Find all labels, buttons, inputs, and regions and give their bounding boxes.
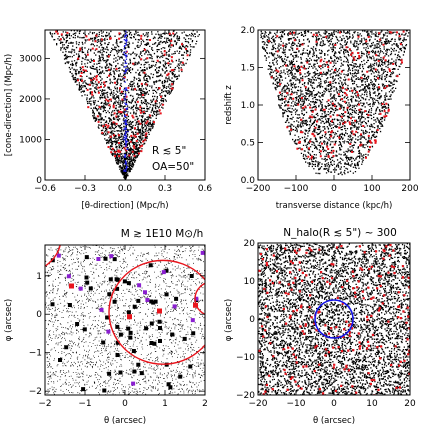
x-tick-label: −0.6 (34, 184, 56, 194)
halo-radius-circle (108, 259, 205, 365)
panel-4-xlabel: θ (arcsec) (313, 416, 355, 426)
cone-dots (49, 30, 200, 180)
wide-circles-layer (314, 299, 354, 339)
zoom-circles-layer (45, 245, 205, 365)
y-tick-label: 1 (36, 272, 42, 282)
x-tick-label: 0 (122, 399, 128, 409)
x-tick-label: −2 (38, 399, 51, 409)
wide-points-layer (258, 243, 410, 395)
y-tick-label: 0.5 (241, 139, 255, 149)
x-tick-label: 100 (363, 184, 380, 194)
y-tick-label: −20 (236, 391, 255, 401)
panel-1-xlabel: [θ-direction] (Mpc/h) (81, 201, 168, 211)
zoom-points-layer (45, 245, 205, 395)
zoom-halo-squares (50, 255, 199, 393)
panel-3-title: M ≳ 1E10 M⊙/h (121, 228, 204, 240)
redshift-points-layer (260, 30, 410, 176)
panel-redshift-distribution: −200 −100 0 100 200 0.0 0.5 1.0 1.5 2.0 transvers… (224, 26, 419, 211)
y-tick-label: 0 (36, 310, 42, 320)
panel-2-ylabel: redshift z (224, 85, 234, 125)
panel-1-ticks: −0.6 −0.3 0.0 0.3 0.6 0 1000 2000 3000 (19, 30, 212, 194)
x-tick-label: −20 (249, 399, 268, 409)
panel-4-ylabel: φ (arcsec) (224, 299, 234, 341)
x-tick-label: 0.3 (158, 184, 172, 194)
y-tick-label: 3000 (19, 54, 42, 64)
y-tick-label: 2.0 (241, 26, 256, 36)
x-tick-label: 0.6 (198, 184, 213, 194)
x-tick-label: −100 (284, 184, 309, 194)
y-tick-label: 0.0 (241, 176, 256, 186)
annotation-radius: R ≲ 5" (152, 145, 186, 157)
y-tick-label: 1.5 (241, 64, 255, 74)
y-tick-label: −1 (29, 349, 42, 359)
panel-sky-map-zoom: M ≳ 1E10 M⊙/h −2 −1 0 1 2 −2 −1 0 1 θ (arcsec) φ… (4, 228, 208, 426)
x-tick-label: 1 (162, 399, 168, 409)
halo-radius-circle (194, 282, 205, 316)
x-tick-label: 10 (366, 399, 378, 409)
panel-2-ticks: −200 −100 0 100 200 0.0 0.5 1.0 1.5 2.0 (241, 26, 419, 194)
x-tick-label: −200 (246, 184, 271, 194)
panel-3-ticks: −2 −1 0 1 2 −2 −1 0 1 (29, 245, 208, 409)
panel-3-ylabel: φ (arcsec) (4, 299, 14, 341)
line-of-sight-dots (123, 30, 129, 172)
panel-3-xlabel: θ (arcsec) (104, 416, 146, 426)
y-tick-label: 0 (36, 176, 42, 186)
y-tick-label: 0 (249, 315, 255, 325)
x-tick-label: 200 (401, 184, 418, 194)
redshift-dots (260, 30, 410, 176)
x-tick-label: 0 (331, 399, 337, 409)
panel-4-ticks: −20 −10 0 10 20 −20 −10 0 10 20 (236, 239, 416, 409)
x-tick-label: −10 (287, 399, 306, 409)
y-tick-label: −2 (29, 387, 42, 397)
x-tick-label: −0.3 (74, 184, 96, 194)
panel-1-ylabel: [cone-direction] (Mpc/h) (4, 54, 14, 156)
wide-massive-halos (258, 244, 410, 395)
panel-cone-projection: −0.6 −0.3 0.0 0.3 0.6 0 1000 2000 3000 R ≲ 5" OA… (4, 29, 212, 211)
cone-points-layer (49, 30, 200, 180)
y-tick-label: 1.0 (241, 101, 256, 111)
x-tick-label: −1 (78, 399, 91, 409)
x-tick-label: 0 (331, 184, 337, 194)
x-tick-label: 20 (404, 399, 416, 409)
y-tick-label: 20 (244, 239, 256, 249)
zoom-field-dots (45, 245, 205, 395)
x-tick-label: 2 (202, 399, 208, 409)
panel-sky-map-wide: N_halo(R ≲ 5") ~ 300 −20 −10 0 10 20 −20 −10 0 1… (224, 227, 416, 426)
wide-field-dots (258, 243, 410, 395)
annotation-opening-angle: OA=50" (152, 161, 194, 173)
y-tick-label: −10 (236, 353, 255, 363)
x-tick-label: 0.0 (118, 184, 133, 194)
y-tick-label: 10 (244, 277, 256, 287)
y-tick-label: 2000 (19, 95, 42, 105)
panel-2-xlabel: transverse distance (kpc/h) (276, 201, 393, 211)
panel-4-title: N_halo(R ≲ 5") ~ 300 (283, 227, 397, 239)
search-radius-circle (314, 299, 354, 339)
y-tick-label: 1000 (19, 135, 42, 145)
